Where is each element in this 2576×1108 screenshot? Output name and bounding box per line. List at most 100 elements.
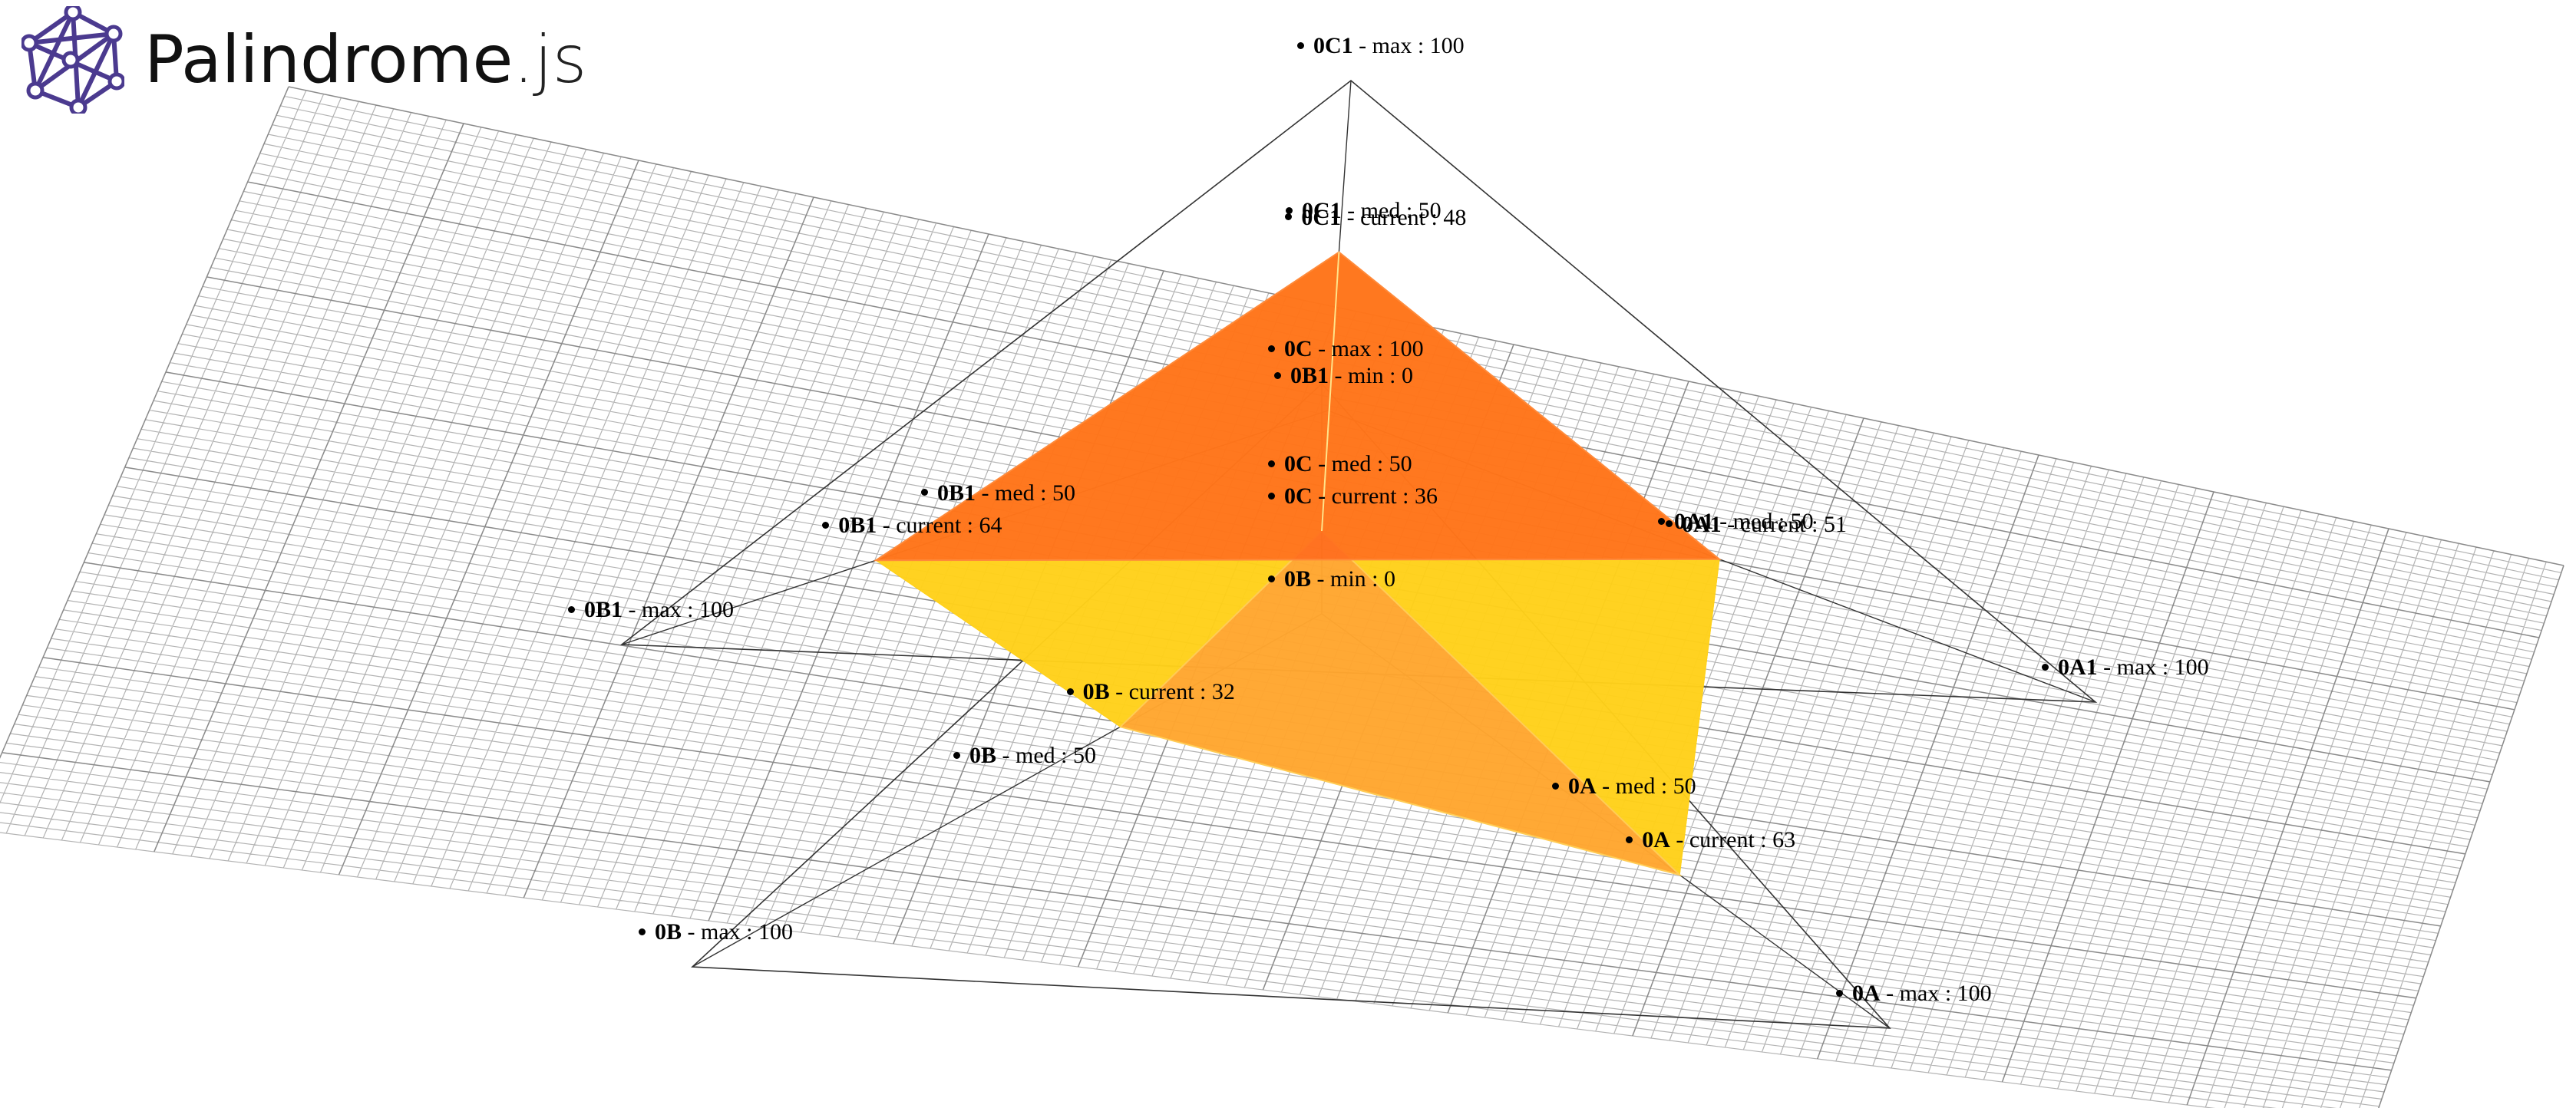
label-dot <box>1658 517 1665 525</box>
label-separator: - <box>1352 33 1372 58</box>
label-0A1-med: 0A1 - med : 50 <box>1658 510 1814 533</box>
label-value-text: min : 0 <box>1348 363 1414 388</box>
label-value-text: min : 0 <box>1330 566 1396 592</box>
label-metric-id: 0C1 <box>1313 33 1353 58</box>
brand: Palindrome.js <box>21 6 586 114</box>
label-separator: - <box>1312 483 1332 509</box>
label-separator: - <box>1311 566 1331 592</box>
label-value-text: med : 50 <box>1016 743 1097 768</box>
label-0A-max: 0A - max : 100 <box>1836 982 1992 1005</box>
label-metric-id: 0A1 <box>2058 655 2098 680</box>
label-metric-id: 0A1 <box>1674 509 1714 534</box>
label-dot <box>639 928 646 935</box>
label-dot <box>1066 688 1074 695</box>
label-metric-id: 0B <box>969 743 997 768</box>
label-value-text: med : 50 <box>1732 509 1814 534</box>
label-metric-id: 0A1 <box>1682 511 1722 537</box>
label-separator: - <box>1880 981 1900 1006</box>
label-separator: - <box>1596 773 1616 799</box>
label-dot <box>1268 575 1275 582</box>
label-metric-id: 0B <box>655 919 682 945</box>
label-dot <box>1268 492 1275 500</box>
label-0B1-min: 0B1 - min : 0 <box>1274 364 1413 387</box>
label-dot <box>1297 41 1304 49</box>
label-value-text: current : 63 <box>1689 827 1796 853</box>
logo-icon <box>21 6 124 114</box>
label-separator: - <box>682 919 702 945</box>
label-separator: - <box>1341 198 1361 223</box>
label-0B1-current: 0B1 - current : 64 <box>822 514 1002 537</box>
label-0B-med: 0B - med : 50 <box>953 744 1096 767</box>
label-value-text: max : 100 <box>1899 981 1992 1006</box>
label-metric-id: 0A <box>1852 981 1881 1006</box>
label-value-text: current : 32 <box>1128 679 1235 705</box>
label-value-text: med : 50 <box>1360 198 1442 223</box>
label-value-text: max : 100 <box>1331 336 1424 361</box>
label-metric-id: 0B <box>1284 566 1312 592</box>
label-value-text: current : 36 <box>1331 483 1438 509</box>
label-value-text: max : 100 <box>2116 655 2209 680</box>
label-0A1-max: 0A1 - max : 100 <box>2042 656 2209 679</box>
label-value-text: current : 48 <box>1360 204 1467 230</box>
label-0B-max: 0B - max : 100 <box>639 921 793 944</box>
label-separator: - <box>996 743 1016 768</box>
label-dot <box>1268 345 1275 352</box>
label-dot <box>568 605 575 613</box>
label-dot <box>1286 206 1293 214</box>
label-dot <box>1268 460 1275 467</box>
label-0B-min: 0B - min : 0 <box>1268 568 1395 591</box>
label-0C1-current: 0C1 - current : 48 <box>1285 206 1466 229</box>
current-polygon-bottom <box>1118 529 1683 877</box>
label-separator: - <box>976 480 996 506</box>
label-value-text: med : 50 <box>1331 451 1412 477</box>
label-separator: - <box>1669 827 1689 853</box>
label-0C-max: 0C - max : 100 <box>1268 338 1424 361</box>
label-metric-id: 0B1 <box>584 597 623 622</box>
label-0A-med: 0A - med : 50 <box>1552 775 1696 798</box>
label-value-text: current : 64 <box>896 513 1002 539</box>
label-0C1-max: 0C1 - max : 100 <box>1297 35 1465 58</box>
label-value-text: max : 100 <box>701 919 794 945</box>
label-metric-id: 0C1 <box>1301 204 1342 230</box>
label-dot <box>1666 520 1673 528</box>
label-0A1-current: 0A1 - current : 51 <box>1666 513 1847 536</box>
label-dot <box>921 489 928 496</box>
label-dot <box>1274 371 1281 379</box>
label-0C-current: 0C - current : 36 <box>1268 485 1438 508</box>
label-separator: - <box>1721 511 1741 537</box>
inner-edge <box>1321 252 1340 532</box>
label-value-text: med : 50 <box>995 480 1076 506</box>
label-0A-current: 0A - current : 63 <box>1626 829 1795 852</box>
label-separator: - <box>1713 509 1733 534</box>
label-dot <box>1285 213 1293 221</box>
label-metric-id: 0B1 <box>838 513 877 539</box>
label-dot <box>1552 782 1559 790</box>
label-metric-id: 0C <box>1284 483 1313 509</box>
label-dot <box>1626 836 1633 843</box>
label-metric-id: 0A <box>1642 827 1670 853</box>
label-0B-current: 0B - current : 32 <box>1066 679 1235 705</box>
label-0B1-med: 0B1 - med : 50 <box>921 480 1076 506</box>
label-value-text: current : 51 <box>1740 511 1847 537</box>
label-value-text: max : 100 <box>642 597 735 622</box>
label-metric-id: 0C <box>1284 336 1313 361</box>
label-separator: - <box>1312 336 1332 361</box>
label-0B1-max: 0B1 - max : 100 <box>568 599 734 622</box>
label-0C1-med: 0C1 - med : 50 <box>1286 200 1442 223</box>
label-metric-id: 0B1 <box>1290 363 1329 388</box>
label-dot <box>2042 663 2049 671</box>
label-dot <box>1836 989 1843 997</box>
current-polygon-top <box>873 251 1722 562</box>
label-metric-id: 0C <box>1284 451 1313 477</box>
brand-name: Palindrome <box>144 21 514 98</box>
label-dot <box>822 521 830 529</box>
label-separator: - <box>1341 204 1361 230</box>
label-separator: - <box>1329 363 1349 388</box>
label-separator: - <box>877 513 897 539</box>
label-separator: - <box>623 597 642 622</box>
label-separator: - <box>1312 451 1332 477</box>
data-polygons <box>873 251 1722 877</box>
label-value-text: med : 50 <box>1615 773 1696 799</box>
label-metric-id: 0B <box>1082 679 1110 705</box>
